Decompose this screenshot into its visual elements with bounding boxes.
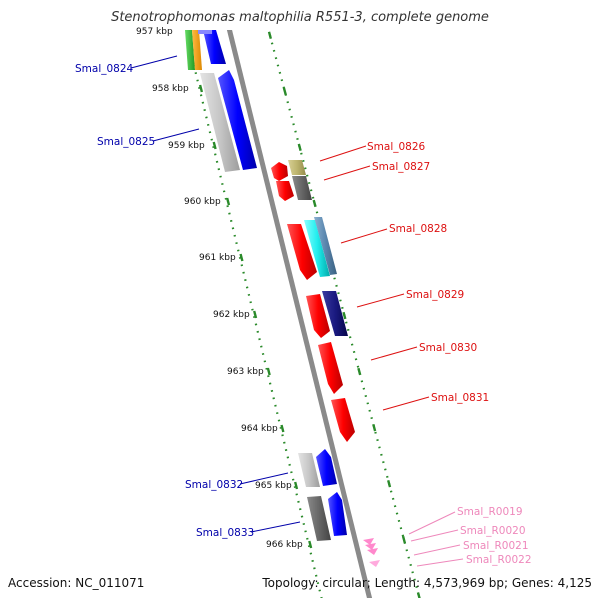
gene-label[interactable]: Smal_0828 <box>389 223 447 235</box>
map-title: Stenotrophomonas maltophilia R551-3, com… <box>111 10 489 25</box>
scale-label: 963 kbp <box>227 367 264 377</box>
gene-smal-0825[interactable] <box>200 73 240 172</box>
scale-ticks <box>185 30 313 549</box>
scale-tick <box>253 310 258 319</box>
scale-label: 960 kbp <box>184 197 221 207</box>
gene-label[interactable]: Smal_0825 <box>97 136 155 148</box>
scale-tick <box>212 141 217 150</box>
gene-label[interactable]: Smal_0827 <box>372 161 430 173</box>
gene-smal-0830[interactable] <box>318 342 343 394</box>
gene-labels: Smal_0824 Smal_0825 Smal_0826 Smal_0827 Smal… <box>75 63 532 566</box>
gene-label[interactable]: Smal_0831 <box>431 392 489 404</box>
scale-label: 961 kbp <box>199 253 236 263</box>
scale-tick <box>280 424 285 433</box>
scale-tick <box>266 367 271 376</box>
scale-label: 964 kbp <box>241 424 278 434</box>
scale-label: 957 kbp <box>136 27 173 37</box>
gene-label[interactable]: Smal_R0022 <box>466 554 532 566</box>
gene-label[interactable]: Smal_0826 <box>367 141 426 153</box>
scale-tick <box>225 197 231 206</box>
genome-backbone <box>226 30 373 598</box>
gene-smal-0829[interactable] <box>306 294 330 338</box>
gene-smal-0833[interactable] <box>307 496 331 541</box>
gene-smal-0828[interactable] <box>287 224 317 280</box>
gene-label[interactable]: Smal_0830 <box>419 342 477 354</box>
gene-label[interactable]: Smal_R0021 <box>463 540 529 552</box>
gene-smal-0833-blue[interactable] <box>328 492 347 536</box>
gene-label[interactable]: Smal_R0020 <box>460 525 526 537</box>
scale-labels: 957 kbp 958 kbp 959 kbp 960 kbp 961 kbp 962 k… <box>136 27 303 550</box>
gene-smal-0828-cyan[interactable] <box>304 220 330 277</box>
gene-label[interactable]: Smal_0824 <box>75 63 134 75</box>
scale-tick <box>239 253 244 262</box>
scale-label: 962 kbp <box>213 310 250 320</box>
gene-smal-0832[interactable] <box>298 453 320 487</box>
scale-tick <box>198 84 204 93</box>
genome-summary-text: Topology: circular; Length: 4,573,969 bp… <box>262 576 592 590</box>
gene-label[interactable]: Smal_0832 <box>185 479 243 491</box>
gene-smal-0825-blue[interactable] <box>218 70 257 170</box>
gene-smal-0826[interactable] <box>271 162 288 181</box>
scale-label: 966 kbp <box>266 540 303 550</box>
scale-label: 959 kbp <box>168 141 205 151</box>
gene-smal-0831[interactable] <box>331 398 355 442</box>
gene-smal-0827-olive[interactable] <box>288 160 306 175</box>
gene-top-orange[interactable] <box>192 30 202 70</box>
leader-lines <box>130 55 464 567</box>
scale-label: 958 kbp <box>152 84 189 94</box>
gene-label[interactable]: Smal_0829 <box>406 289 464 301</box>
accession-text: Accession: NC_011071 <box>8 576 145 590</box>
rna-smal-r0019[interactable] <box>363 538 374 545</box>
gene-smal-0829-navy[interactable] <box>322 291 348 336</box>
gene-top-blue[interactable] <box>203 30 226 64</box>
scale-tick <box>294 481 299 490</box>
gene-top-blue-cap[interactable] <box>198 30 212 34</box>
gene-smal-0827[interactable] <box>292 176 312 200</box>
rna-smal-r0022[interactable] <box>369 560 380 567</box>
gene-label[interactable]: Smal_R0019 <box>457 506 523 518</box>
right-major-ticks <box>267 30 421 598</box>
rna-smal-r0021[interactable] <box>367 548 378 555</box>
features <box>185 30 380 567</box>
gene-top-green[interactable] <box>185 30 195 70</box>
gene-label[interactable]: Smal_0833 <box>196 527 254 539</box>
gene-smal-0826b[interactable] <box>276 181 294 201</box>
scale-tick <box>308 540 313 549</box>
scale-label: 965 kbp <box>255 481 292 491</box>
gene-smal-0832-blue[interactable] <box>316 449 337 486</box>
gene-smal-0828-steel[interactable] <box>314 217 337 275</box>
rna-smal-r0020[interactable] <box>365 543 376 550</box>
